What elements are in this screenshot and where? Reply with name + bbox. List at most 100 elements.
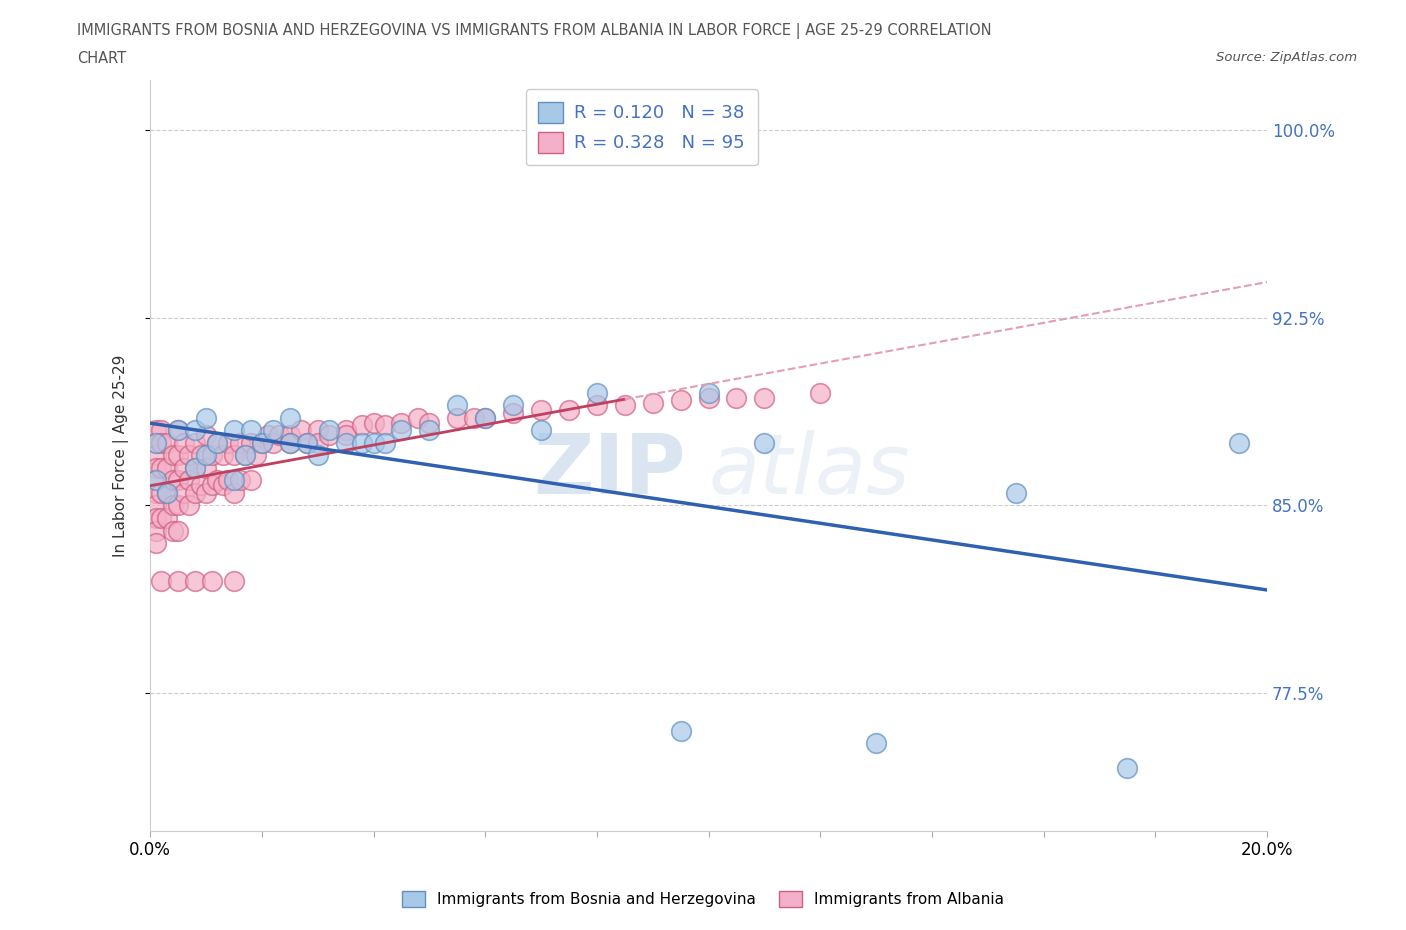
- Point: [167, 573, 190, 588]
- Point: [239, 435, 262, 450]
- Point: [363, 435, 385, 450]
- Point: [150, 485, 173, 500]
- Point: [586, 398, 609, 413]
- Point: [167, 423, 190, 438]
- Text: Source: ZipAtlas.com: Source: ZipAtlas.com: [1216, 51, 1357, 64]
- Point: [262, 435, 284, 450]
- Point: [195, 485, 218, 500]
- Point: [167, 423, 190, 438]
- Point: [725, 391, 748, 405]
- Point: [145, 423, 167, 438]
- Point: [446, 398, 468, 413]
- Point: [162, 523, 184, 538]
- Point: [150, 460, 173, 475]
- Point: [156, 485, 179, 500]
- Point: [211, 448, 233, 463]
- Point: [173, 435, 195, 450]
- Point: [808, 385, 831, 400]
- Point: [245, 448, 267, 463]
- Point: [190, 478, 212, 493]
- Point: [558, 403, 581, 418]
- Point: [145, 485, 167, 500]
- Text: CHART: CHART: [77, 51, 127, 66]
- Point: [290, 423, 312, 438]
- Point: [318, 428, 340, 443]
- Point: [530, 423, 553, 438]
- Point: [307, 435, 329, 450]
- Point: [222, 485, 245, 500]
- Point: [391, 423, 413, 438]
- Point: [239, 423, 262, 438]
- Point: [754, 391, 776, 405]
- Point: [145, 536, 167, 551]
- Point: [162, 473, 184, 488]
- Point: [150, 573, 173, 588]
- Point: [184, 573, 207, 588]
- Point: [233, 448, 256, 463]
- Point: [184, 460, 207, 475]
- Point: [150, 435, 173, 450]
- Point: [145, 460, 167, 475]
- Point: [669, 393, 692, 408]
- Point: [502, 405, 524, 420]
- Point: [167, 498, 190, 513]
- Point: [201, 573, 224, 588]
- Point: [239, 473, 262, 488]
- Point: [418, 416, 440, 431]
- Point: [374, 418, 396, 432]
- Point: [201, 478, 224, 493]
- Text: IMMIGRANTS FROM BOSNIA AND HERZEGOVINA VS IMMIGRANTS FROM ALBANIA IN LABOR FORCE: IMMIGRANTS FROM BOSNIA AND HERZEGOVINA V…: [77, 23, 993, 39]
- Point: [222, 573, 245, 588]
- Point: [228, 473, 250, 488]
- Point: [145, 473, 167, 488]
- Point: [374, 435, 396, 450]
- Point: [150, 423, 173, 438]
- Point: [179, 473, 201, 488]
- Point: [352, 418, 374, 432]
- Point: [217, 473, 239, 488]
- Point: [295, 435, 318, 450]
- Point: [195, 428, 218, 443]
- Point: [167, 473, 190, 488]
- Point: [613, 398, 636, 413]
- Point: [228, 435, 250, 450]
- Point: [295, 435, 318, 450]
- Point: [217, 435, 239, 450]
- Point: [418, 423, 440, 438]
- Point: [669, 724, 692, 738]
- Point: [502, 398, 524, 413]
- Point: [156, 460, 179, 475]
- Point: [201, 448, 224, 463]
- Point: [233, 448, 256, 463]
- Point: [150, 511, 173, 525]
- Point: [754, 435, 776, 450]
- Point: [145, 448, 167, 463]
- Point: [1004, 485, 1026, 500]
- Point: [250, 435, 273, 450]
- Point: [167, 448, 190, 463]
- Point: [641, 395, 664, 410]
- Point: [586, 385, 609, 400]
- Point: [865, 736, 887, 751]
- Point: [335, 423, 357, 438]
- Point: [145, 473, 167, 488]
- Point: [184, 435, 207, 450]
- Point: [207, 435, 229, 450]
- Point: [1116, 761, 1139, 776]
- Point: [474, 410, 496, 425]
- Point: [211, 478, 233, 493]
- Point: [195, 448, 218, 463]
- Point: [156, 485, 179, 500]
- Point: [184, 485, 207, 500]
- Point: [406, 410, 429, 425]
- Point: [145, 435, 167, 450]
- Point: [145, 511, 167, 525]
- Point: [173, 485, 195, 500]
- Point: [446, 410, 468, 425]
- Point: [363, 416, 385, 431]
- Point: [184, 423, 207, 438]
- Point: [173, 460, 195, 475]
- Y-axis label: In Labor Force | Age 25-29: In Labor Force | Age 25-29: [114, 354, 129, 557]
- Point: [463, 410, 485, 425]
- Point: [267, 428, 290, 443]
